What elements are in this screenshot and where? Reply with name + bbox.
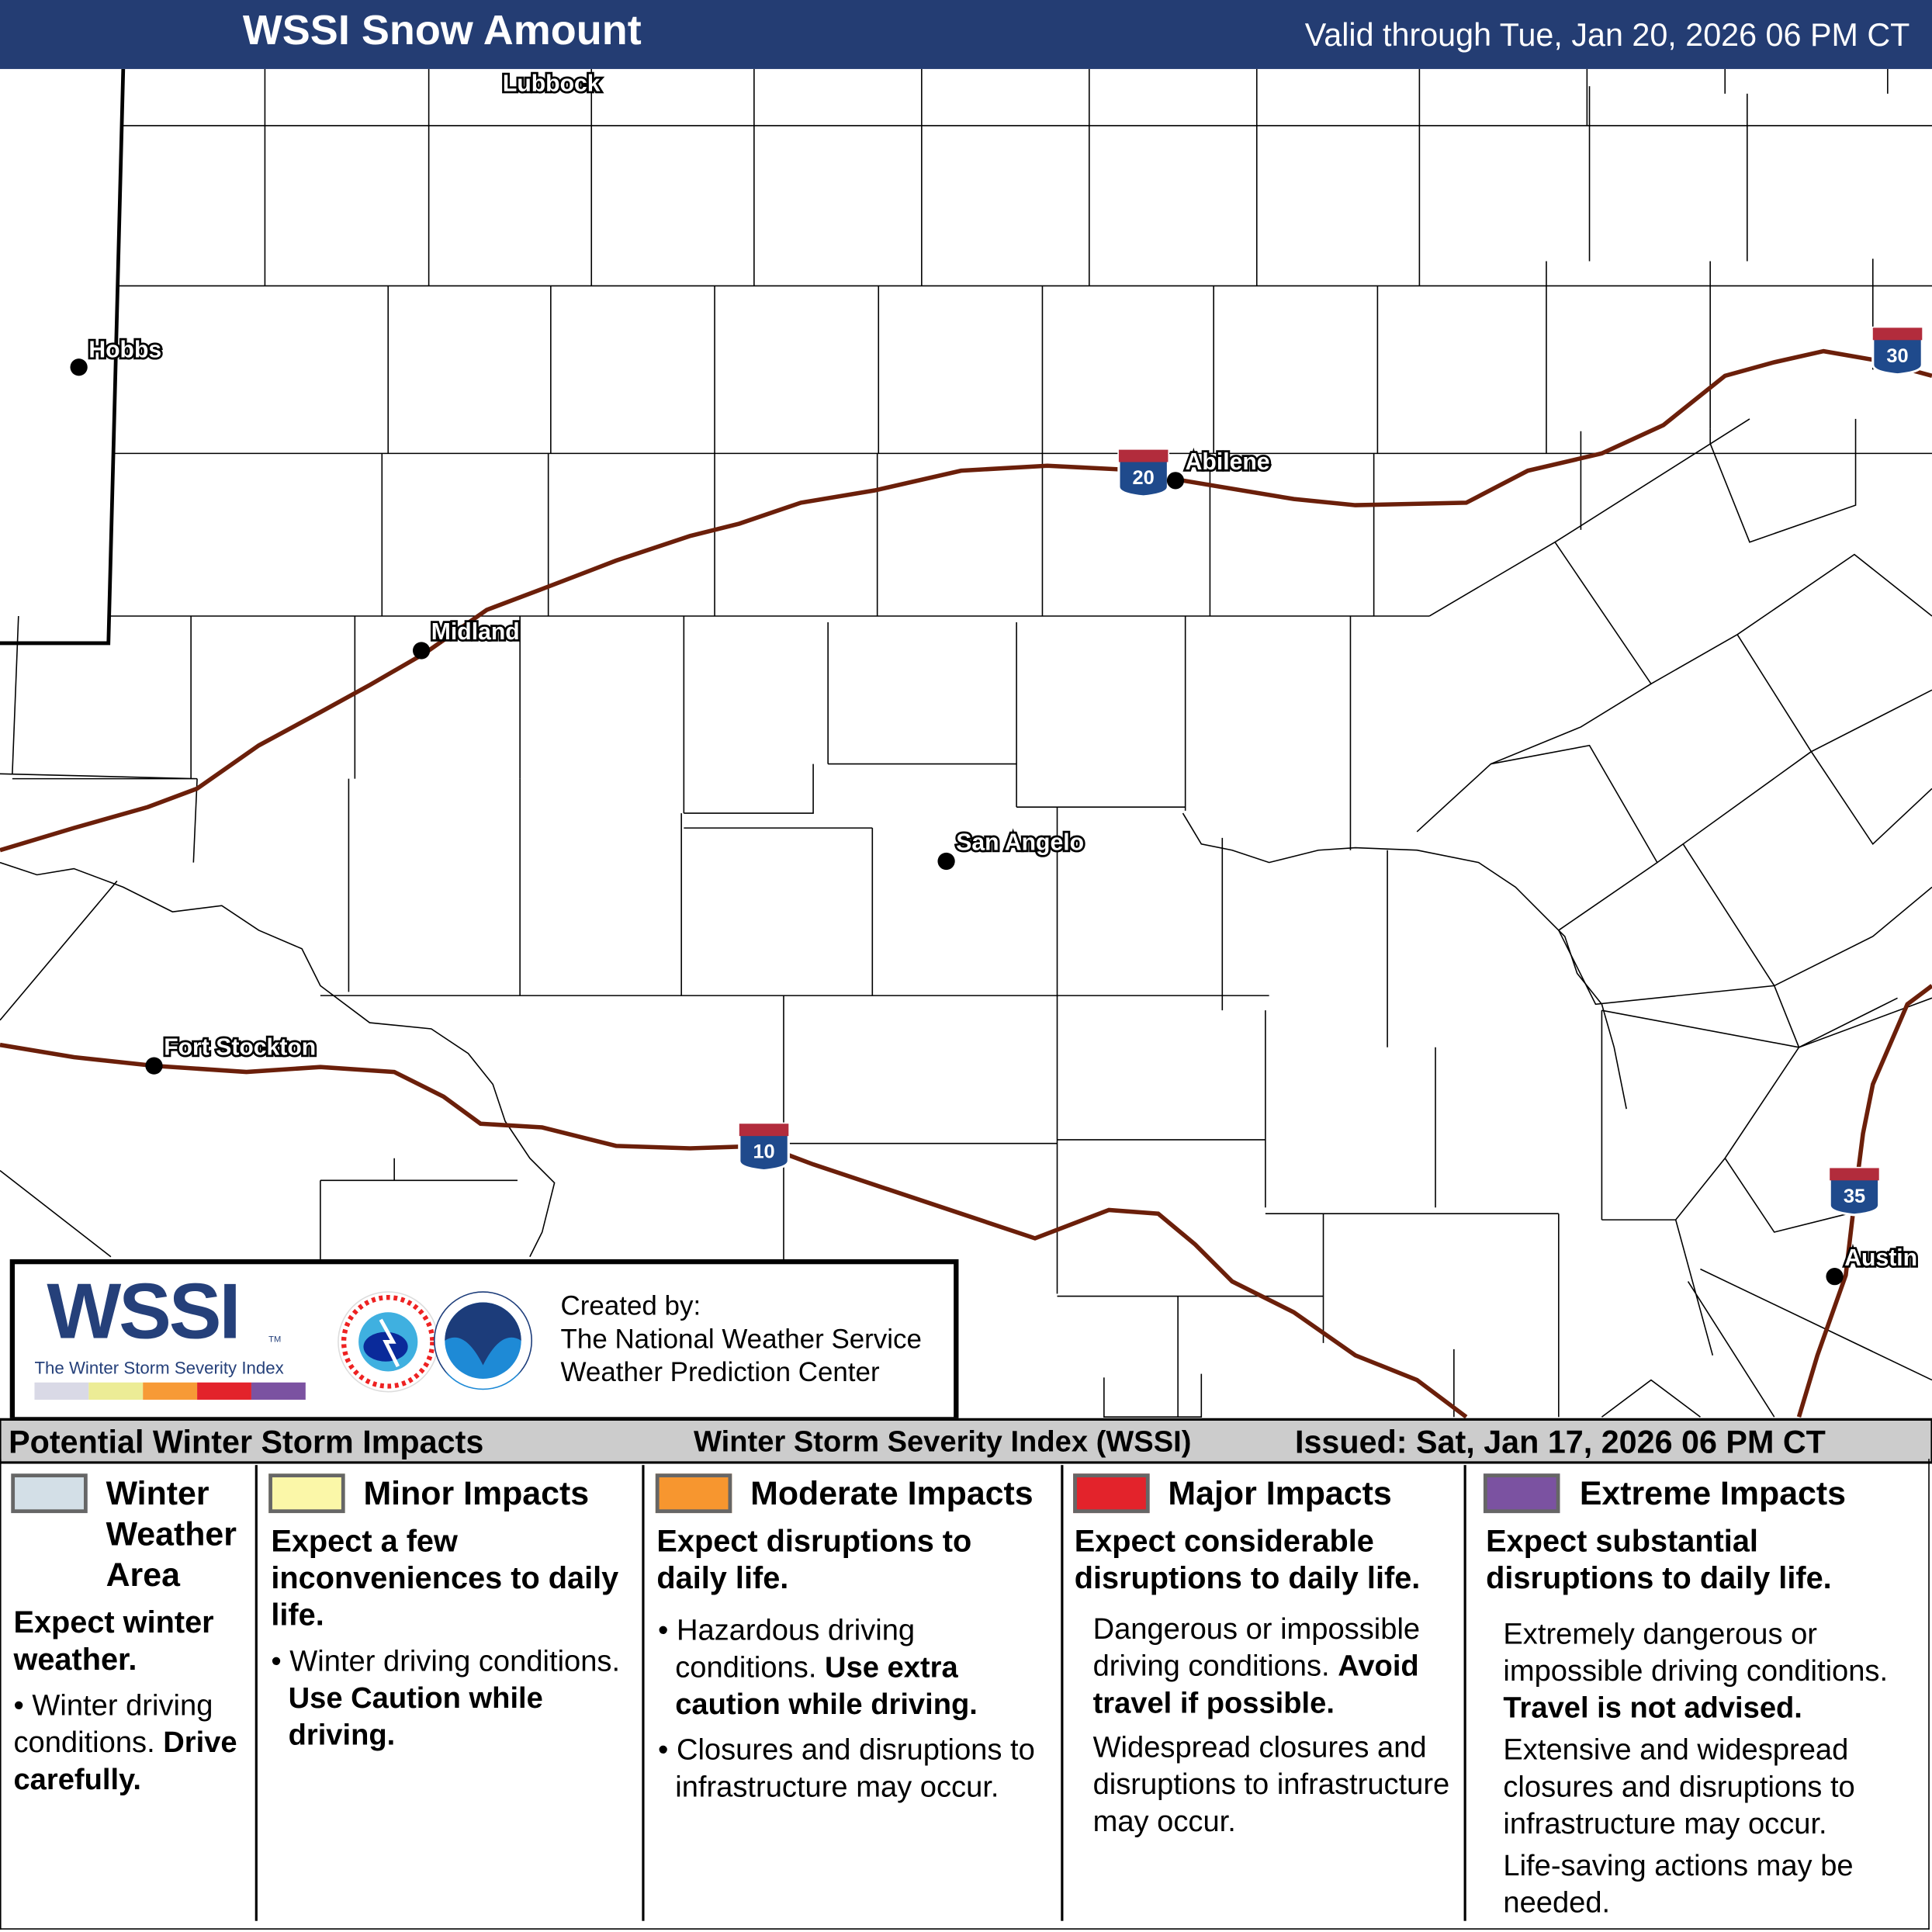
legend-title-minor: Minor Impacts (363, 1474, 590, 1512)
legend-title-major: Major Impacts (1168, 1474, 1392, 1512)
legend-title: Potential Winter Storm Impacts (9, 1423, 484, 1460)
divider (1463, 1465, 1466, 1921)
legend-paragraph: Life-saving actions may be needed. (1503, 1849, 1854, 1920)
map-canvas: 20 30 10 35 Lubbock Hobbs Abilene Midlan… (0, 68, 1932, 1419)
legend-swatch (655, 1473, 732, 1514)
bullet-text: Winter driving conditions. (289, 1644, 621, 1678)
paragraph-text: Extremely dangerous or impossible drivin… (1503, 1618, 1889, 1688)
color-swatch (251, 1382, 306, 1400)
city-dot-austin (1826, 1268, 1844, 1286)
legend-paragraph: Dangerous or impossible driving conditio… (1093, 1612, 1463, 1723)
color-swatch (143, 1382, 198, 1400)
trademark: TM (268, 1335, 282, 1345)
legend-header-band: Potential Winter Storm Impacts Winter St… (0, 1418, 1932, 1464)
city-dot-abilene (1166, 472, 1185, 490)
legend-extreme: Extreme Impacts Expect substantial disru… (1466, 1459, 1931, 1922)
interstate-highways (0, 348, 1932, 1419)
legend-paragraph: Widespread closures and disruptions to i… (1092, 1731, 1450, 1839)
interstate-30-shield: 30 (1871, 326, 1923, 376)
map-title: WSSI Snow Amount (242, 7, 642, 54)
legend-paragraph: Extremely dangerous or impossible drivin… (1503, 1616, 1928, 1727)
valid-time: Valid through Tue, Jan 20, 2026 06 PM CT (1304, 16, 1910, 54)
divider (254, 1465, 258, 1921)
divider (1061, 1465, 1064, 1921)
city-label-abilene: Abilene (1186, 449, 1270, 475)
shield-label: 10 (753, 1141, 774, 1163)
legend-swatch (1073, 1473, 1150, 1514)
bullet-bold: Drive carefully. (13, 1726, 237, 1797)
legend-paragraph: Extensive and widespread closures and di… (1503, 1733, 1855, 1841)
bullet-bold: Use extra caution while driving. (675, 1650, 978, 1722)
legend-major: Major Impacts Expect considerable disrup… (1063, 1459, 1463, 1922)
bullet-text: Closures and disruptions to infrastructu… (675, 1733, 1035, 1804)
state-boundary-nm-tx (0, 68, 126, 646)
shield-label: 35 (1844, 1186, 1865, 1207)
paragraph-text: Dangerous or impossible driving conditio… (1092, 1612, 1421, 1684)
wssi-subtitle: The Winter Storm Severity Index (34, 1357, 284, 1378)
wssi-color-bar (34, 1382, 306, 1400)
legend-bullet: • Winter driving conditions. Drive caref… (13, 1689, 237, 1797)
paragraph-bold: Travel is not advised. (1503, 1691, 1802, 1726)
city-dot-midland (412, 642, 431, 660)
interstate-20-shield: 20 (1117, 448, 1170, 498)
cities: Lubbock Hobbs Abilene Midland San Angelo… (70, 69, 1920, 1286)
legend-title-moderate: Moderate Impacts (750, 1474, 1034, 1512)
legend-lead: Expect disruptions to daily life. (656, 1524, 972, 1596)
city-label-lubbock: Lubbock (503, 71, 601, 97)
credits-text: Created by: The National Weather Service… (561, 1289, 922, 1389)
city-label-san-angelo: San Angelo (956, 830, 1084, 856)
wssi-logo: WSSI (47, 1266, 241, 1356)
legend-swatch (1483, 1473, 1560, 1514)
city-label-midland: Midland (431, 619, 520, 645)
county-boundaries (0, 68, 1932, 1418)
paragraph-bold: Avoid travel if possible. (1092, 1650, 1419, 1720)
nws-logo-icon (338, 1291, 439, 1393)
legend-title-wwa: Winter Weather Area (106, 1474, 237, 1594)
org-wpc: Weather Prediction Center (560, 1356, 880, 1388)
legend-title-extreme: Extreme Impacts (1579, 1474, 1847, 1512)
noaa-logo-icon (433, 1291, 533, 1390)
city-label-fort-stockton: Fort Stockton (164, 1034, 316, 1060)
bullet-text: Winter driving conditions. (13, 1689, 213, 1760)
legend-subtitle: Winter Storm Severity Index (WSSI) (694, 1425, 1192, 1459)
legend-lead: Expect winter weather. (13, 1605, 214, 1678)
issued-time: Issued: Sat, Jan 17, 2026 06 PM CT (1294, 1423, 1826, 1460)
header-bar: WSSI Snow Amount Valid through Tue, Jan … (0, 0, 1932, 69)
city-label-austin: Austin (1844, 1245, 1917, 1271)
shield-label: 30 (1886, 345, 1908, 367)
bullet-text: Hazardous driving conditions. (675, 1614, 916, 1684)
bullet-bold: Use Caution while driving. (288, 1681, 543, 1753)
color-swatch (34, 1382, 89, 1400)
city-dot-fort-stockton (145, 1057, 163, 1075)
legend-lead: Expect substantial disruptions to daily … (1486, 1524, 1832, 1596)
legend-moderate: Moderate Impacts Expect disruptions to d… (645, 1459, 1061, 1922)
legend-swatch (268, 1473, 345, 1514)
legend-bullet: • Winter driving conditions. Use Caution… (271, 1644, 621, 1753)
city-label-hobbs: Hobbs (88, 338, 161, 363)
shield-label: 20 (1133, 467, 1155, 489)
legend-lead: Expect a few inconveniences to daily lif… (271, 1524, 619, 1633)
city-dot-san-angelo (937, 852, 955, 871)
color-swatch (88, 1382, 144, 1400)
interstate-shields: 20 30 10 35 (738, 326, 1923, 1217)
legend-panel: Winter Weather Area Expect winter weathe… (0, 1459, 1930, 1930)
color-swatch (197, 1382, 251, 1400)
interstate-10-shield: 10 (738, 1122, 790, 1172)
created-by: Created by: (560, 1290, 701, 1321)
legend-minor: Minor Impacts Expect a few inconvenience… (258, 1459, 642, 1922)
interstate-35-shield: 35 (1828, 1166, 1881, 1217)
org-nws: The National Weather Service (560, 1323, 922, 1355)
legend-bullet: • Hazardous driving conditions. Use extr… (657, 1614, 978, 1722)
credits-box: WSSI TM The Winter Storm Severity Index … (9, 1259, 959, 1422)
legend-bullet: • Closures and disruptions to infrastruc… (657, 1733, 1035, 1804)
legend-swatch (11, 1473, 88, 1514)
legend-winter-weather-area: Winter Weather Area Expect winter weathe… (2, 1459, 255, 1922)
legend-lead: Expect considerable disruptions to daily… (1074, 1524, 1421, 1596)
city-dot-hobbs (70, 358, 88, 376)
divider (642, 1465, 645, 1921)
